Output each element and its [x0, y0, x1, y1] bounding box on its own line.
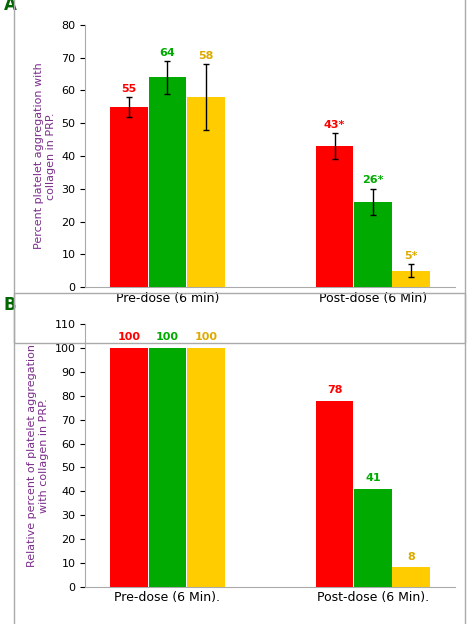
Text: 26*: 26* — [362, 175, 383, 185]
Text: 100: 100 — [156, 333, 179, 343]
Bar — [316, 146, 353, 287]
Bar — [110, 107, 148, 287]
Bar — [392, 567, 430, 587]
Text: 5*: 5* — [404, 251, 418, 261]
Text: 100: 100 — [194, 333, 217, 343]
Bar — [149, 77, 186, 287]
Text: 64: 64 — [160, 47, 175, 58]
Bar — [187, 348, 225, 587]
Text: 55: 55 — [121, 84, 137, 94]
Text: 41: 41 — [365, 473, 381, 483]
Text: 78: 78 — [327, 385, 342, 395]
Text: 100: 100 — [118, 333, 141, 343]
Bar — [354, 489, 392, 587]
Bar — [187, 97, 225, 287]
Bar — [316, 401, 353, 587]
Text: 8: 8 — [407, 552, 415, 562]
Legend: Alpha-Tocopherol, Alpha-Tocotrienol, Tocotrienol Rich Fraction: Alpha-Tocopherol, Alpha-Tocotrienol, Toc… — [96, 345, 444, 361]
Text: 58: 58 — [198, 51, 213, 61]
Bar — [110, 348, 148, 587]
Y-axis label: Percent platelet aggregation with
collagen in PRP.: Percent platelet aggregation with collag… — [34, 62, 56, 250]
Bar — [149, 348, 186, 587]
Text: B: B — [4, 296, 17, 314]
Text: 43*: 43* — [324, 120, 345, 130]
Bar — [392, 271, 430, 287]
Bar — [354, 202, 392, 287]
Text: A: A — [4, 0, 17, 14]
Y-axis label: Relative percent of platelet aggregation
with collagen in PRP.: Relative percent of platelet aggregation… — [27, 344, 49, 567]
